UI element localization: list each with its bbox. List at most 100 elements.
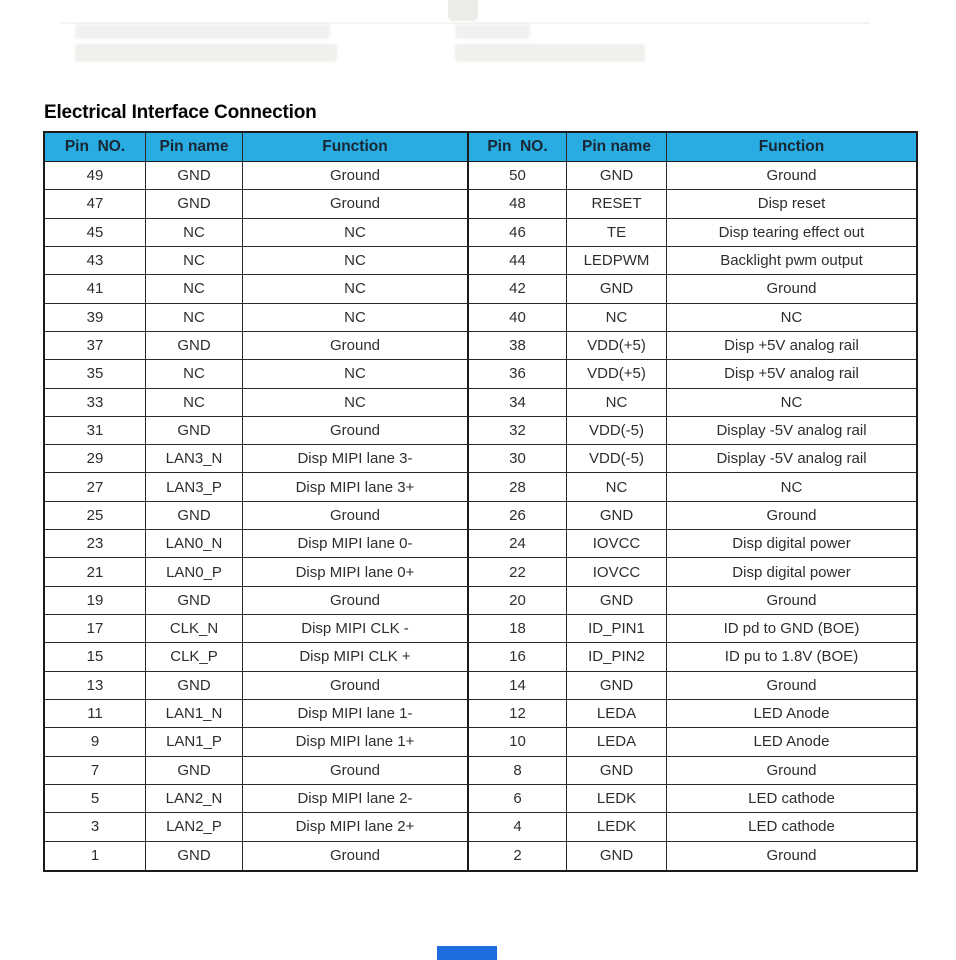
pin-name-cell: GND — [146, 190, 243, 219]
pin-function-cell: Ground — [243, 162, 469, 191]
pin-name-cell: CLK_P — [146, 643, 243, 672]
pin-function-cell: LED Anode — [667, 700, 916, 729]
table-row: 11 LAN1_N Disp MIPI lane 1- 12 LEDA LED … — [45, 699, 916, 729]
pin-name-cell: GND — [567, 162, 667, 191]
pin-function-cell: Ground — [243, 671, 469, 700]
pin-function-cell: Ground — [243, 190, 469, 219]
pin-number-cell: 39 — [45, 303, 146, 332]
pin-function-cell: Disp MIPI lane 2- — [243, 784, 469, 814]
pin-name-cell: NC — [146, 360, 243, 389]
pin-number-cell: 4 — [469, 813, 567, 842]
table-row: 15 CLK_P Disp MIPI CLK + 16 ID_PIN2 ID p… — [45, 643, 916, 672]
pin-name-cell: LAN0_N — [146, 530, 243, 559]
table-row: 29 LAN3_N Disp MIPI lane 3- 30 VDD(-5) D… — [45, 445, 916, 474]
faded-text-block — [455, 44, 645, 62]
pin-name-cell: ID_PIN1 — [567, 615, 667, 644]
table-row: 43 NC NC 44 LEDPWM Backlight pwm output — [45, 246, 916, 276]
pin-number-cell: 33 — [45, 388, 146, 417]
pin-number-cell: 35 — [45, 360, 146, 389]
pin-name-cell: VDD(-5) — [567, 445, 667, 474]
pin-number-cell: 14 — [469, 671, 567, 700]
pin-function-cell: Ground — [243, 586, 469, 615]
pin-function-cell: NC — [243, 303, 469, 332]
table-row: 9 LAN1_P Disp MIPI lane 1+ 10 LEDA LED A… — [45, 728, 916, 757]
pin-number-cell: 50 — [469, 162, 567, 191]
faded-text-block — [455, 24, 530, 39]
table-row: 49 GND Ground 50 GND Ground — [45, 162, 916, 191]
pin-number-cell: 41 — [45, 275, 146, 304]
pin-function-cell: Ground — [243, 416, 469, 446]
header-function-right: Function — [667, 133, 916, 162]
pin-name-cell: GND — [146, 841, 243, 870]
pin-name-cell: ID_PIN2 — [567, 643, 667, 672]
pin-function-cell: NC — [243, 388, 469, 417]
table-row: 27 LAN3_P Disp MIPI lane 3+ 28 NC NC — [45, 473, 916, 502]
pin-name-cell: LAN3_N — [146, 445, 243, 474]
pin-number-cell: 16 — [469, 643, 567, 672]
pin-number-cell: 30 — [469, 445, 567, 474]
pin-function-cell: Ground — [243, 501, 469, 531]
pin-function-cell: NC — [243, 275, 469, 304]
pin-name-cell: VDD(+5) — [567, 360, 667, 389]
pin-function-cell: ID pu to 1.8V (BOE) — [667, 643, 916, 672]
pin-number-cell: 5 — [45, 784, 146, 814]
pin-function-cell: Disp +5V analog rail — [667, 332, 916, 361]
pin-number-cell: 12 — [469, 699, 567, 729]
pin-name-cell: LEDK — [567, 813, 667, 842]
pin-name-cell: GND — [567, 501, 667, 531]
pin-number-cell: 29 — [45, 445, 146, 474]
pin-function-cell: Ground — [243, 756, 469, 785]
pin-function-cell: LED cathode — [667, 813, 916, 842]
pin-number-cell: 47 — [45, 190, 146, 219]
pin-function-cell: Disp MIPI lane 1- — [243, 699, 469, 729]
pin-function-cell: NC — [667, 304, 916, 332]
top-page-tab-remnant — [448, 0, 478, 21]
pin-name-cell: GND — [567, 756, 667, 785]
pin-name-cell: TE — [567, 218, 667, 247]
pin-function-cell: Disp MIPI lane 0+ — [243, 558, 469, 587]
pin-name-cell: LAN1_P — [146, 728, 243, 757]
pin-name-cell: LAN0_P — [146, 558, 243, 587]
pin-function-cell: LED Anode — [667, 728, 916, 757]
table-row: 31 GND Ground 32 VDD(-5) Display -5V ana… — [45, 416, 916, 446]
pin-number-cell: 7 — [45, 756, 146, 785]
pin-function-cell: Disp MIPI lane 2+ — [243, 813, 469, 842]
pin-function-cell: Disp MIPI CLK - — [243, 615, 469, 644]
pin-function-cell: Disp reset — [667, 190, 916, 219]
pin-number-cell: 11 — [45, 699, 146, 729]
pin-function-cell: NC — [243, 360, 469, 389]
pin-name-cell: GND — [146, 671, 243, 700]
pin-number-cell: 38 — [469, 331, 567, 361]
table-header-row: Pin NO. Pin name Function Pin NO. Pin na… — [45, 133, 916, 162]
pin-number-cell: 34 — [469, 388, 567, 417]
pin-name-cell: CLK_N — [146, 615, 243, 644]
pin-number-cell: 3 — [45, 813, 146, 842]
pin-number-cell: 9 — [45, 728, 146, 757]
pin-name-cell: GND — [567, 275, 667, 304]
pin-name-cell: NC — [567, 303, 667, 332]
pin-name-cell: GND — [146, 416, 243, 446]
table-row: 45 NC NC 46 TE Disp tearing effect out — [45, 218, 916, 247]
pin-function-cell: NC — [243, 246, 469, 276]
header-function-left: Function — [243, 133, 469, 162]
faded-text-block — [75, 24, 330, 39]
table-row: 41 NC NC 42 GND Ground — [45, 275, 916, 304]
pin-number-cell: 18 — [469, 615, 567, 644]
pin-number-cell: 26 — [469, 501, 567, 531]
pin-name-cell: LAN3_P — [146, 473, 243, 502]
pin-name-cell: GND — [146, 756, 243, 785]
pin-number-cell: 8 — [469, 756, 567, 785]
pin-function-cell: ID pd to GND (BOE) — [667, 615, 916, 644]
pin-number-cell: 23 — [45, 530, 146, 559]
pin-name-cell: LAN1_N — [146, 699, 243, 729]
pin-function-cell: Ground — [667, 757, 916, 785]
pin-function-cell: Ground — [667, 672, 916, 700]
pin-number-cell: 49 — [45, 162, 146, 191]
pin-function-cell: Display -5V analog rail — [667, 445, 916, 474]
pin-name-cell: NC — [146, 388, 243, 417]
pin-number-cell: 22 — [469, 558, 567, 587]
pin-function-cell: Disp MIPI lane 0- — [243, 530, 469, 559]
pin-function-cell: Disp +5V analog rail — [667, 360, 916, 389]
header-pin-name-left: Pin name — [146, 133, 243, 162]
header-pin-no-left: Pin NO. — [45, 133, 146, 162]
